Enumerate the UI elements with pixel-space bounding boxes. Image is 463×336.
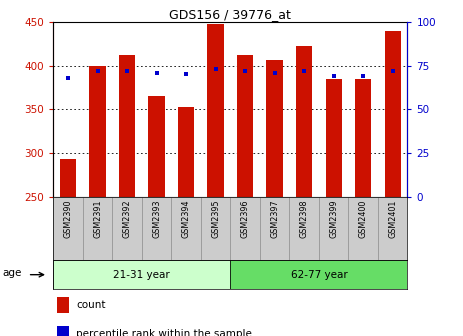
Point xyxy=(389,68,396,74)
Bar xyxy=(325,79,342,197)
Bar xyxy=(113,197,142,260)
Bar xyxy=(89,66,106,197)
Title: GDS156 / 39776_at: GDS156 / 39776_at xyxy=(169,8,291,21)
Bar xyxy=(231,260,407,289)
Bar xyxy=(60,159,76,197)
Text: GSM2394: GSM2394 xyxy=(181,200,191,238)
Text: GSM2395: GSM2395 xyxy=(211,200,220,238)
Text: GSM2391: GSM2391 xyxy=(93,200,102,238)
Bar xyxy=(57,326,69,336)
Point xyxy=(153,70,160,75)
Text: GSM2401: GSM2401 xyxy=(388,200,397,238)
Bar xyxy=(207,24,224,197)
Point xyxy=(123,68,131,74)
Point xyxy=(271,70,278,75)
Bar xyxy=(178,108,194,197)
Text: GSM2393: GSM2393 xyxy=(152,200,161,238)
Bar xyxy=(349,197,378,260)
Text: GSM2399: GSM2399 xyxy=(329,200,338,238)
Bar xyxy=(231,197,260,260)
Bar xyxy=(355,80,371,197)
Text: GSM2398: GSM2398 xyxy=(300,200,309,238)
Point xyxy=(212,66,219,72)
Bar xyxy=(289,197,319,260)
Bar xyxy=(267,60,283,197)
Bar xyxy=(53,260,231,289)
Text: GSM2400: GSM2400 xyxy=(359,200,368,238)
Point xyxy=(94,68,101,74)
Point xyxy=(64,75,72,80)
Point xyxy=(359,73,367,79)
Text: GSM2397: GSM2397 xyxy=(270,200,279,238)
Bar xyxy=(385,31,401,197)
Bar xyxy=(53,197,83,260)
Text: count: count xyxy=(76,300,106,310)
Text: GSM2390: GSM2390 xyxy=(63,200,73,238)
Bar xyxy=(319,197,349,260)
Bar xyxy=(237,55,253,197)
Bar xyxy=(149,96,165,197)
Bar xyxy=(142,197,171,260)
Text: percentile rank within the sample: percentile rank within the sample xyxy=(76,329,252,336)
Bar xyxy=(57,297,69,313)
Text: GSM2396: GSM2396 xyxy=(241,200,250,238)
Text: 21-31 year: 21-31 year xyxy=(113,270,170,280)
Point xyxy=(241,68,249,74)
Text: age: age xyxy=(3,268,22,278)
Point xyxy=(182,72,190,77)
Bar xyxy=(378,197,407,260)
Point xyxy=(330,73,338,79)
Bar xyxy=(171,197,201,260)
Text: 62-77 year: 62-77 year xyxy=(290,270,347,280)
Bar xyxy=(119,55,135,197)
Bar xyxy=(83,197,113,260)
Bar xyxy=(260,197,289,260)
Text: GSM2392: GSM2392 xyxy=(123,200,131,238)
Point xyxy=(300,68,308,74)
Bar xyxy=(201,197,231,260)
Bar xyxy=(296,46,312,197)
